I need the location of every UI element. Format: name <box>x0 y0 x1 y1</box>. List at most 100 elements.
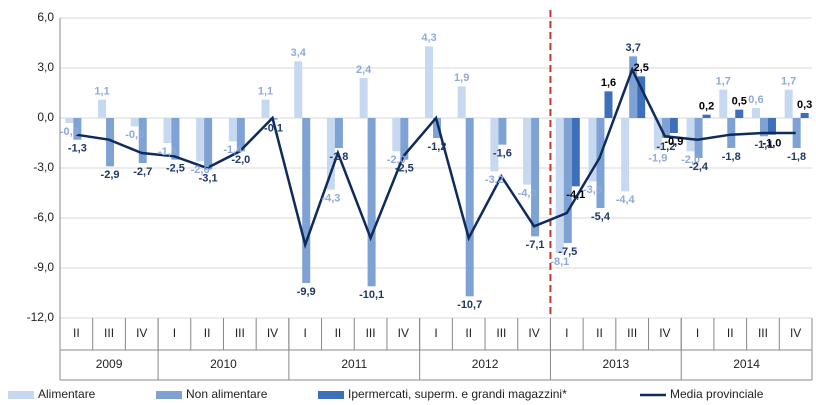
value-label: -1,4 <box>223 144 243 156</box>
value-label: -7,5 <box>558 246 577 258</box>
bar <box>686 118 695 152</box>
y-tick-label: -3,0 <box>33 160 54 174</box>
value-label: 1,9 <box>454 72 469 84</box>
value-label: -5,4 <box>591 211 611 223</box>
bar <box>73 118 82 140</box>
bar <box>588 118 597 182</box>
bar <box>669 118 678 133</box>
bar <box>359 78 368 118</box>
bar <box>163 118 172 143</box>
bar <box>228 118 237 142</box>
bar <box>759 118 768 137</box>
value-label: 1,7 <box>716 76 731 88</box>
value-label: -2,0 <box>681 154 700 166</box>
group-label: 2013 <box>602 357 629 371</box>
x-tick-label: II <box>727 326 734 340</box>
bar <box>604 91 613 118</box>
x-tick-label: III <box>496 326 506 340</box>
value-label: -1,2 <box>428 141 447 153</box>
x-tick-label: II <box>465 326 472 340</box>
y-tick-label: -9,0 <box>33 260 54 274</box>
x-tick-label: III <box>758 326 768 340</box>
bar <box>138 118 147 163</box>
value-label: -3,8 <box>583 184 602 196</box>
value-label: -0,1 <box>264 123 283 135</box>
x-tick-label: IV <box>136 326 147 340</box>
value-label: -4,3 <box>321 193 340 205</box>
y-tick-label: -12,0 <box>27 310 55 324</box>
group-label: 2011 <box>341 357 367 371</box>
x-tick-label: IV <box>398 326 409 340</box>
value-label: -0,5 <box>125 129 144 141</box>
bar <box>555 118 564 253</box>
value-label: -1,0 <box>762 138 781 150</box>
y-tick-label: 3,0 <box>37 60 54 74</box>
bar <box>596 118 605 208</box>
value-label: -0,3 <box>60 126 79 138</box>
legend-label: Alimentare <box>38 387 96 401</box>
bar <box>204 118 213 170</box>
x-tick-label: III <box>104 326 114 340</box>
bar <box>702 114 711 118</box>
x-tick-label: IV <box>790 326 801 340</box>
bar <box>571 118 580 187</box>
bar <box>784 89 793 118</box>
bar <box>465 118 474 297</box>
group-label: 2014 <box>733 357 760 371</box>
x-tick-label: IV <box>528 326 539 340</box>
value-label: -10,7 <box>457 299 482 311</box>
bar <box>326 118 335 190</box>
group-label: 2009 <box>96 357 123 371</box>
value-label: -2,4 <box>689 161 709 173</box>
value-label: 1,7 <box>781 76 796 88</box>
x-tick-label: I <box>173 326 176 340</box>
value-label: -2,6 <box>191 164 210 176</box>
bar <box>531 118 540 237</box>
value-label: -1,8 <box>722 151 741 163</box>
legend-label: Non alimentare <box>186 387 268 401</box>
bar <box>171 118 180 160</box>
x-tick-label: IV <box>267 326 278 340</box>
value-label: -9,9 <box>297 286 316 298</box>
value-label: -0,9 <box>664 136 683 148</box>
bar <box>425 46 433 119</box>
value-label: 0,5 <box>732 96 747 108</box>
y-tick-label: 0,0 <box>37 110 54 124</box>
value-label: -1,5 <box>158 146 177 158</box>
x-tick-label: I <box>434 326 437 340</box>
bar <box>400 118 409 160</box>
bar <box>98 99 107 118</box>
bar <box>694 118 703 158</box>
value-label: -1,2 <box>656 141 675 153</box>
value-label: -1,8 <box>787 151 806 163</box>
y-tick-label: 6,0 <box>37 10 54 24</box>
bar <box>563 118 572 243</box>
legend-swatch <box>156 391 182 399</box>
bar <box>800 113 809 118</box>
value-label: -2,0 <box>387 154 406 166</box>
value-label: 4,3 <box>421 32 436 44</box>
value-label: -2,0 <box>231 154 250 166</box>
bar <box>523 118 532 185</box>
value-label: 1,6 <box>601 77 616 89</box>
bar <box>196 118 205 162</box>
x-tick-label: II <box>335 326 342 340</box>
x-tick-label: III <box>366 326 376 340</box>
value-label: -7,1 <box>526 239 545 251</box>
value-label: 3,4 <box>291 47 307 59</box>
x-tick-label: IV <box>659 326 670 340</box>
value-label: -2,7 <box>133 166 152 178</box>
bar <box>457 86 466 118</box>
bar <box>719 89 728 118</box>
value-label: -4,0 <box>518 188 537 200</box>
bar <box>735 109 744 118</box>
x-tick-label: I <box>696 326 699 340</box>
bar <box>236 118 245 152</box>
legend-swatch <box>318 391 344 399</box>
bar <box>727 118 736 148</box>
value-label: -1,1 <box>754 139 773 151</box>
bar <box>392 118 401 152</box>
value-label: -4,4 <box>616 194 636 206</box>
